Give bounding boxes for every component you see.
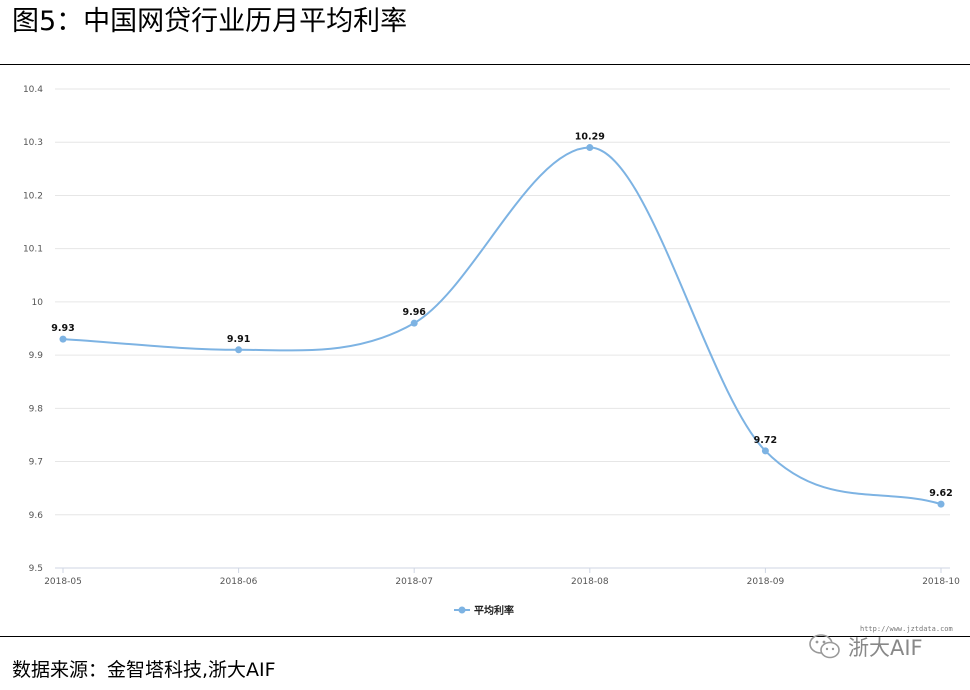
watermark-text: 浙大AIF — [848, 636, 923, 660]
grid-lines — [55, 88, 950, 516]
data-point[interactable] — [410, 319, 418, 327]
data-label: 9.91 — [227, 334, 250, 345]
x-axis: 2018-05 2018-06 2018-07 2018-08 2018-09 2018-… — [44, 567, 960, 587]
data-point[interactable] — [235, 346, 243, 354]
y-tick-label: 10.3 — [23, 138, 43, 148]
y-tick-label: 9.8 — [29, 404, 44, 414]
y-tick-label: 9.5 — [29, 564, 43, 574]
data-label: 9.62 — [929, 488, 952, 499]
data-point[interactable] — [761, 447, 769, 455]
data-label: 9.96 — [402, 307, 426, 318]
y-tick-label: 9.9 — [29, 351, 44, 361]
data-labels: 9.93 9.91 9.96 10.29 9.72 9.62 — [51, 132, 952, 500]
y-tick-label: 9.6 — [29, 511, 44, 521]
legend: 平均利率 — [454, 604, 514, 617]
data-point[interactable] — [59, 335, 67, 343]
data-point[interactable] — [937, 500, 945, 508]
x-tick-label: 2018-06 — [220, 577, 258, 587]
bottom-rule — [0, 636, 970, 637]
y-tick-label: 9.7 — [29, 458, 43, 468]
data-label: 9.72 — [754, 435, 777, 446]
y-tick-label: 10.2 — [23, 191, 43, 201]
x-tick-label: 2018-09 — [747, 577, 785, 587]
x-tick-label: 2018-07 — [395, 577, 433, 587]
figure-title: 图5：中国网贷行业历月平均利率 — [12, 6, 408, 37]
watermark-url: http://www.jztdata.com — [860, 625, 953, 633]
y-tick-label: 10.1 — [23, 245, 43, 255]
x-tick-label: 2018-10 — [922, 577, 960, 587]
top-rule — [0, 64, 970, 65]
x-tick-label: 2018-05 — [44, 577, 82, 587]
y-tick-label: 10 — [32, 298, 44, 308]
legend-label[interactable]: 平均利率 — [474, 604, 514, 617]
source-note: 数据来源：金智塔科技,浙大AIF — [12, 659, 276, 681]
legend-swatch-marker — [458, 606, 466, 614]
data-point[interactable] — [586, 144, 594, 152]
wechat-icon — [808, 633, 842, 661]
y-tick-label: 10.4 — [23, 85, 43, 95]
line-chart: 9.5 9.6 9.7 9.8 9.9 10 10.1 10.2 10.3 10.4 2018-0… — [23, 85, 960, 617]
data-label: 10.29 — [575, 132, 605, 143]
x-tick-label: 2018-08 — [571, 577, 609, 587]
watermark: 浙大AIF — [808, 632, 923, 662]
data-label: 9.93 — [51, 323, 74, 334]
series-line — [62, 146, 942, 506]
y-axis: 9.5 9.6 9.7 9.8 9.9 10 10.1 10.2 10.3 10.4 — [23, 85, 43, 574]
series-average-rate — [59, 144, 945, 508]
